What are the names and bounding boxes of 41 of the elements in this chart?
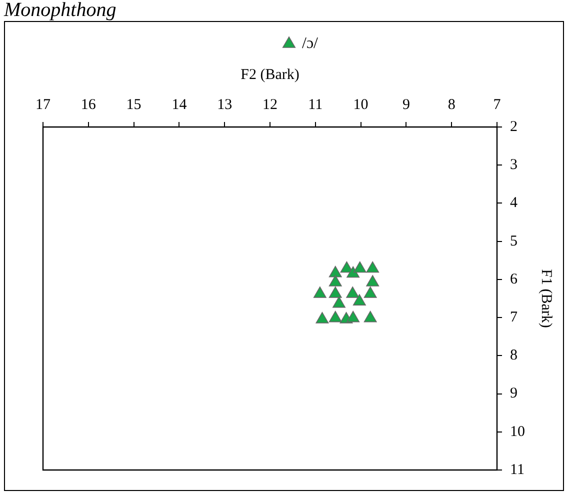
point (346, 286, 360, 298)
y-tick-label: 2 (510, 118, 518, 135)
y-tick-label: 10 (510, 424, 525, 440)
chart-title: Monophthong (4, 0, 116, 21)
point (352, 294, 366, 306)
y-tick-label: 4 (510, 195, 518, 212)
y-tick-label: 11 (510, 462, 524, 478)
y-tick-label: 8 (510, 348, 518, 364)
x-tick-label: 16 (80, 96, 96, 113)
point (346, 310, 360, 322)
point (328, 275, 342, 286)
x-tick-label: 12 (262, 96, 278, 113)
point (328, 266, 342, 278)
y-tick-label: 6 (510, 271, 518, 288)
x-tick-label: 7 (493, 96, 502, 113)
x-tick-label: 11 (308, 96, 323, 113)
x-tick-label: 14 (172, 96, 188, 113)
point (313, 286, 326, 298)
y-tick-label: 3 (510, 157, 518, 174)
x-tick-label: 9 (402, 96, 410, 113)
point (366, 275, 380, 286)
point (353, 261, 366, 273)
point (328, 310, 342, 322)
point (328, 286, 342, 298)
point (364, 310, 377, 322)
point (316, 312, 329, 324)
x-tick-label: 10 (353, 96, 368, 113)
point (366, 261, 380, 273)
point (364, 286, 377, 298)
x-tick-label: 17 (36, 96, 51, 113)
y-tick-label: 9 (510, 386, 518, 402)
point (346, 266, 360, 278)
x-tick-label: 13 (217, 96, 232, 113)
point (332, 296, 346, 308)
y-tick-label: 7 (510, 309, 518, 326)
legend-label: /ɔ/ (302, 35, 319, 52)
x-tick-label: 8 (448, 96, 456, 113)
x-tick-label: 15 (126, 96, 142, 113)
x-axis-title: F2 (Bark) (240, 66, 300, 83)
y-tick-label: 5 (510, 233, 518, 250)
y-axis-title: F1 (Bark) (538, 269, 554, 328)
